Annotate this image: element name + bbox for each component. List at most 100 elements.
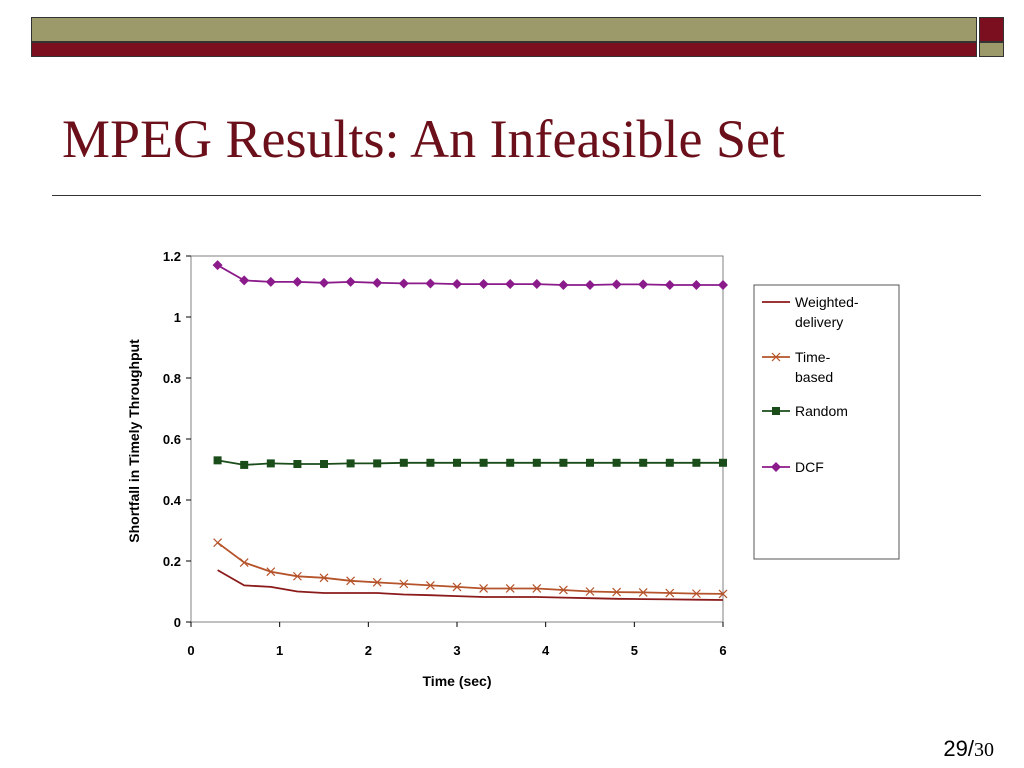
x-marker-stroke [505,584,515,593]
data-point-time-based [505,584,515,593]
x-marker-stroke [372,577,382,587]
page-number: 29/30 [943,736,994,762]
data-point-dcf [611,279,622,290]
data-point-time-based [399,579,409,589]
data-point-dcf [691,279,702,290]
data-point-dcf [239,275,250,286]
legend-label-line: delivery [795,314,843,330]
x-marker-stroke [585,587,595,596]
data-point-random [266,459,275,468]
x-marker-stroke [452,582,462,592]
x-marker-stroke [213,538,223,548]
data-point-random [293,460,302,469]
x-tick-label: 4 [542,643,550,658]
data-point-time-based [239,558,249,567]
series-time-based [213,538,728,599]
series-dcf [212,260,728,290]
x-marker-stroke [425,580,435,590]
x-marker-stroke [718,589,728,599]
data-point-dcf [664,279,675,290]
series-line-time-based [217,541,724,595]
legend-label: Time-based [795,349,833,385]
data-point-time-based [266,567,276,577]
y-axis-label: Shortfall in Timely Throughput [126,339,142,543]
legend-item-time-based: Time-based [762,349,833,385]
data-point-dcf [452,279,462,290]
data-point-time-based [532,584,542,593]
data-point-dcf [585,279,595,290]
x-tick-label: 6 [719,643,726,658]
data-point-time-based [425,580,435,590]
page-current: 29/ [943,736,974,761]
data-point-dcf [531,279,542,290]
data-point-dcf [292,276,303,287]
data-point-random [240,460,249,469]
x-marker-stroke [346,576,356,586]
data-point-random [692,458,701,467]
data-point-time-based [585,587,595,596]
data-point-random [719,458,727,467]
y-tick-label: 0.6 [163,432,181,447]
x-marker-stroke [239,558,249,567]
legend-label-line: Weighted- [795,294,859,310]
legend-swatch-marker [771,462,781,472]
series-line-weighted-delivery [217,569,724,601]
legend-item-random: Random [762,403,848,419]
x-marker-stroke [319,573,329,583]
x-marker-stroke [399,579,409,589]
data-point-dcf [265,276,276,287]
data-point-random [586,458,594,467]
data-point-time-based [665,588,675,598]
series-line-random [217,459,723,466]
data-point-random [399,458,408,467]
data-point-time-based [452,582,462,592]
legend-item-weighted-delivery: Weighted-delivery [762,294,859,330]
data-point-random [320,460,328,469]
data-point-dcf [372,277,383,288]
data-point-random [213,456,222,465]
data-point-random [373,459,382,468]
corner-block-olive [979,42,1004,57]
axes: 0 0.2 0.4 0.6 0.8 1 1.2 0 1 2 3 4 5 6 [163,249,727,658]
data-point-time-based [346,576,356,586]
corner-block-maroon [979,17,1004,42]
y-tick-label: 0.4 [163,493,182,508]
data-point-time-based [213,538,223,548]
x-marker-stroke [532,584,542,593]
slide-title: MPEG Results: An Infeasible Set [62,109,785,169]
y-tick-label: 1.2 [163,249,181,264]
data-point-random [532,458,541,467]
data-point-time-based [718,589,728,599]
data-point-dcf [478,279,489,290]
data-point-dcf [425,278,436,289]
data-point-dcf [718,279,728,290]
legend-label-line: Time- [795,349,831,365]
data-point-time-based [479,584,489,593]
data-point-time-based [612,587,622,597]
x-tick-label: 2 [365,643,372,658]
data-point-time-based [638,587,648,597]
data-point-random [346,459,355,468]
title-divider [52,195,981,196]
series-weighted-delivery [217,569,724,601]
y-tick-label: 0.8 [163,371,181,386]
header-band-olive [31,17,977,42]
data-point-random [639,458,648,467]
x-marker-stroke [771,352,781,362]
legend-label-line: based [795,369,833,385]
x-marker-stroke [665,588,675,598]
x-marker-stroke [612,587,622,597]
plot-area-frame [190,255,724,623]
header-band-maroon [31,42,977,57]
y-tick-label: 0.2 [163,554,181,569]
x-marker-stroke [558,585,568,595]
x-marker-stroke [292,571,302,581]
data-point-dcf [638,279,649,290]
legend-label: Random [795,403,848,419]
data-point-dcf [345,276,356,287]
x-marker-stroke [638,587,648,597]
page-total: 30 [974,739,994,761]
data-point-time-based [292,571,302,581]
data-point-dcf [212,260,223,271]
